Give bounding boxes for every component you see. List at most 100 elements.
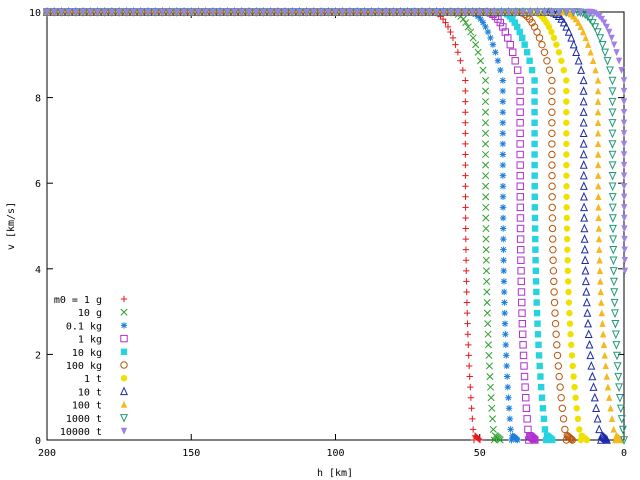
data-point — [594, 87, 602, 95]
data-point — [452, 41, 459, 48]
series-4 — [43, 8, 556, 444]
data-point — [462, 109, 469, 116]
data-point — [488, 404, 496, 412]
data-point — [580, 244, 589, 254]
data-point — [516, 161, 524, 169]
data-point — [589, 57, 597, 64]
data-point — [462, 172, 469, 179]
y-tick-label: 8 — [35, 94, 41, 105]
data-point — [506, 415, 514, 423]
data-point — [563, 77, 570, 84]
data-point — [518, 319, 527, 328]
data-point — [517, 277, 525, 286]
data-point — [621, 214, 628, 222]
data-point — [615, 394, 624, 403]
data-point — [462, 204, 469, 211]
data-point — [598, 298, 605, 306]
data-point — [260, 8, 267, 16]
data-point — [555, 372, 563, 381]
data-point — [556, 383, 564, 391]
data-point — [519, 341, 527, 349]
data-point — [564, 246, 571, 253]
data-point — [562, 22, 571, 31]
data-point — [516, 235, 525, 243]
data-point — [482, 150, 490, 159]
data-point — [610, 298, 619, 308]
data-point — [594, 140, 602, 148]
data-point — [545, 23, 553, 31]
data-point — [512, 8, 520, 16]
data-point — [603, 23, 610, 31]
data-point — [595, 214, 602, 222]
data-point — [516, 182, 524, 190]
data-point — [548, 87, 556, 95]
data-point — [511, 57, 519, 65]
data-point — [621, 267, 629, 275]
data-point — [595, 235, 603, 243]
data-point — [499, 151, 507, 158]
data-point — [466, 373, 473, 380]
data-point — [517, 267, 525, 275]
data-point — [566, 434, 575, 442]
data-point — [618, 425, 627, 435]
data-point — [482, 256, 490, 264]
legend-marker — [120, 348, 128, 355]
data-point — [527, 8, 534, 16]
legend-label: 10 g — [78, 308, 102, 319]
data-point — [289, 8, 296, 16]
data-point — [166, 8, 173, 16]
data-point — [516, 28, 523, 36]
data-point — [580, 223, 589, 233]
data-point — [501, 299, 508, 306]
data-point — [528, 66, 536, 74]
data-point — [579, 128, 588, 138]
data-point — [115, 8, 123, 16]
data-point — [484, 341, 493, 349]
data-point — [467, 394, 475, 401]
data-point — [584, 329, 593, 338]
data-point — [464, 23, 472, 31]
data-point — [486, 373, 494, 381]
data-point — [548, 224, 557, 233]
data-point — [568, 436, 577, 444]
data-point — [548, 76, 556, 85]
data-point — [531, 225, 539, 232]
data-point — [608, 415, 616, 423]
data-point — [601, 19, 608, 27]
data-point — [463, 299, 471, 306]
data-point — [601, 434, 610, 443]
data-point — [130, 8, 137, 16]
data-point — [465, 341, 472, 349]
data-point — [477, 15, 484, 23]
data-point — [613, 49, 620, 56]
data-point — [317, 8, 325, 16]
data-point — [463, 288, 470, 296]
data-point — [579, 181, 588, 190]
data-point — [454, 49, 462, 56]
data-point — [539, 405, 547, 412]
data-point — [559, 415, 568, 423]
data-point — [548, 108, 556, 116]
data-point — [550, 298, 559, 307]
series-1 — [43, 8, 504, 444]
data-point — [608, 224, 617, 234]
data-point — [462, 257, 470, 264]
data-point — [361, 8, 368, 16]
data-point — [484, 28, 492, 36]
legend-label: 10 kg — [72, 348, 102, 359]
data-point — [581, 265, 590, 275]
data-point — [557, 14, 566, 23]
data-point — [534, 8, 541, 16]
data-point — [523, 415, 531, 423]
data-point — [595, 171, 602, 179]
data-point — [608, 171, 617, 181]
data-point — [570, 373, 577, 380]
data-point — [609, 256, 618, 266]
data-point — [620, 109, 628, 116]
data-point — [481, 119, 490, 127]
data-point — [621, 235, 628, 243]
data-point — [498, 8, 505, 16]
data-point — [224, 8, 231, 16]
data-point — [540, 415, 548, 423]
data-point — [598, 309, 606, 317]
